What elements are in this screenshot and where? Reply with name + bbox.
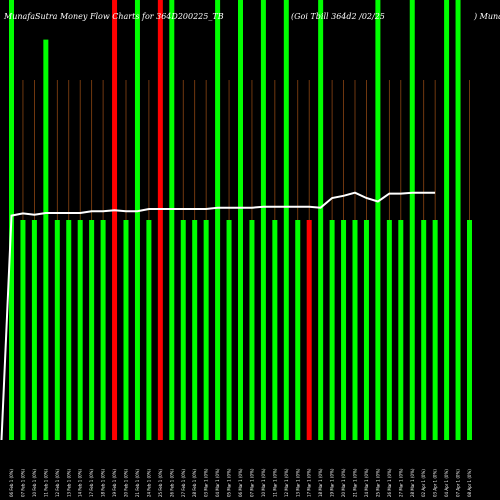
chart-title-right: ) Munafa <box>473 12 500 21</box>
bar <box>272 220 278 440</box>
bar <box>134 0 140 440</box>
bar <box>455 0 461 440</box>
bars <box>9 0 472 440</box>
x-tick-label: 20 Feb 1 (0%) <box>124 469 129 497</box>
bar <box>409 0 415 440</box>
x-tick-label: 17 Feb 1 (0%) <box>89 469 94 497</box>
x-tick-label: 03 Apr 1 (0%) <box>433 469 438 497</box>
x-tick-label: 24 Feb 1 (0%) <box>146 469 151 497</box>
x-tick-label: 25 Feb 1 (0%) <box>158 469 163 497</box>
bar <box>260 0 266 440</box>
x-tick-label: 21 Feb 1 (0%) <box>135 469 140 497</box>
bar <box>157 0 163 440</box>
x-tick-label: 04 Apr 1 (0%) <box>444 469 449 497</box>
x-tick-label: 13 Feb 1 (0%) <box>66 469 71 497</box>
bar <box>363 220 369 440</box>
chart-title: MunafaSutra Money Flow Charts for 364D20… <box>3 12 224 21</box>
x-tick-label: 03 Mar 1 (0%) <box>204 468 209 497</box>
x-tick-label: 25 Mar 1 (0%) <box>375 468 380 497</box>
x-tick-label: 10 Feb 1 (0%) <box>32 469 37 497</box>
x-tick-label: 07 Feb 1 (0%) <box>20 469 25 497</box>
bar <box>249 220 255 440</box>
x-tick-label: 06 Mar 1 (0%) <box>238 468 243 497</box>
x-tick-label: 11 Feb 1 (0%) <box>43 469 48 497</box>
bar <box>238 0 243 440</box>
bar <box>329 220 335 440</box>
x-tick-label: 17 Mar 1 (0%) <box>307 468 312 497</box>
bar <box>100 220 106 440</box>
bar <box>386 220 392 440</box>
bar <box>432 220 438 440</box>
bar <box>54 220 60 440</box>
x-tick-label: 18 Feb 1 (0%) <box>101 469 106 497</box>
x-tick-label: 06 Feb 1 (0%) <box>9 469 14 497</box>
bar <box>306 220 312 440</box>
bar <box>66 220 72 440</box>
x-tick-label: 14 Feb 1 (0%) <box>78 469 83 497</box>
bar <box>31 220 37 440</box>
bar <box>203 220 209 440</box>
x-tick-label: 21 Mar 1 (0%) <box>353 468 358 497</box>
x-tick-label: 26 Feb 1 (0%) <box>169 469 174 497</box>
bar <box>89 220 95 440</box>
x-tick-label: 08 Apr 1 (0%) <box>467 469 472 497</box>
bar <box>352 220 358 440</box>
bar <box>375 0 381 440</box>
bar <box>444 0 450 440</box>
money-flow-line <box>0 191 436 441</box>
x-tick-label: 20 Mar 1 (0%) <box>341 468 346 497</box>
x-tick-label: 24 Mar 1 (0%) <box>364 468 369 497</box>
bar <box>43 39 49 440</box>
bar <box>467 220 472 440</box>
chart-title-middle: (Goi Tbill 364d2 /02/25 <box>291 12 385 21</box>
bar <box>295 220 301 440</box>
x-tick-label: 12 Mar 1 (0%) <box>284 468 289 497</box>
bar <box>283 0 289 440</box>
x-tick-label: 27 Mar 1 (0%) <box>398 468 403 497</box>
x-tick-label: 05 Mar 1 (0%) <box>227 468 232 497</box>
bar <box>20 220 26 440</box>
x-tick-label: 18 Mar 1 (0%) <box>318 468 323 497</box>
bar <box>341 220 347 440</box>
x-tick-label: 12 Feb 1 (0%) <box>55 469 60 497</box>
x-tick-labels: 06 Feb 1 (0%) 07 Feb 1 (0%) 10 Feb 1 (0%) 1… <box>9 468 472 497</box>
x-tick-label: 13 Mar 1 (0%) <box>295 468 300 497</box>
bar <box>146 220 152 440</box>
x-tick-label: 19 Mar 1 (0%) <box>330 468 335 497</box>
x-tick-label: 19 Feb 1 (0%) <box>112 469 117 497</box>
x-tick-label: 28 Mar 1 (0%) <box>410 468 415 497</box>
x-tick-label: 27 Feb 1 (0%) <box>181 469 186 497</box>
x-tick-label: 28 Feb 1 (0%) <box>192 469 197 497</box>
bar <box>169 0 175 440</box>
bar <box>77 220 83 440</box>
bar <box>180 220 186 440</box>
bar <box>318 0 324 440</box>
x-tick-label: 07 Mar 1 (0%) <box>249 468 254 497</box>
bar <box>112 0 118 440</box>
x-tick-label: 11 Mar 1 (0%) <box>272 468 277 497</box>
x-tick-label: 07 Apr 1 (0%) <box>456 469 461 497</box>
x-tick-label: 02 Apr 1 (0%) <box>421 469 426 497</box>
bar <box>215 0 221 440</box>
x-tick-label: 10 Mar 1 (0%) <box>261 468 266 497</box>
x-tick-label: 26 Mar 1 (0%) <box>387 468 392 497</box>
bar <box>123 220 129 440</box>
bar <box>421 220 427 440</box>
x-tick-label: 04 Mar 1 (0%) <box>215 468 220 497</box>
bar <box>192 220 198 440</box>
bar <box>398 220 404 440</box>
bar <box>226 220 232 440</box>
